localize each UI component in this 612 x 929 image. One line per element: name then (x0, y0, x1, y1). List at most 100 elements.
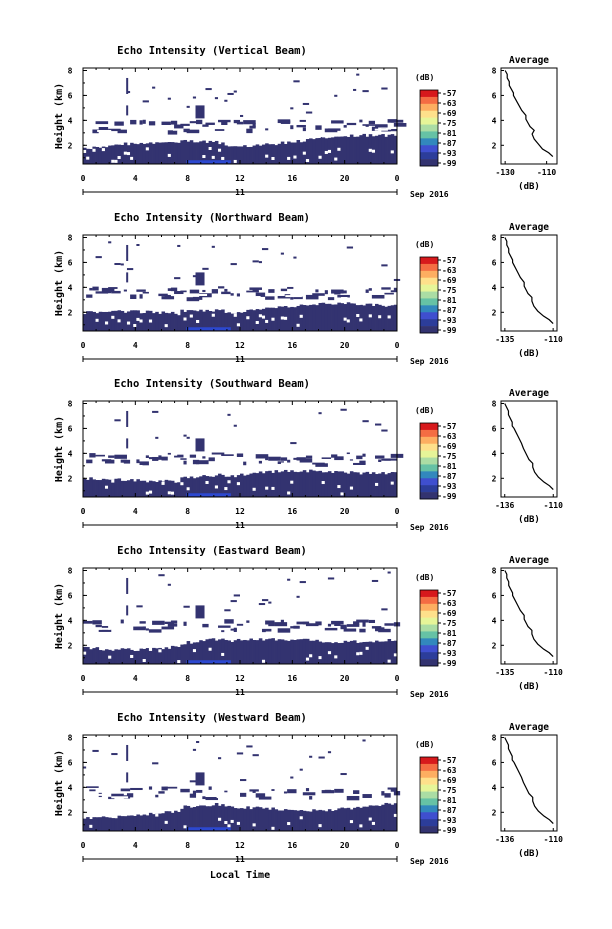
echo-cell (384, 802, 388, 831)
echo-cell (290, 809, 294, 831)
echo-gap (337, 485, 344, 489)
echo-cell (145, 648, 150, 664)
x-tick-label: 4 (133, 507, 138, 516)
echo-gap (271, 486, 278, 490)
echo-cell (230, 146, 235, 164)
echo-cell (180, 808, 184, 831)
colorbar-tick-label: -57 (442, 756, 457, 765)
colorbar-tick-label: -81 (442, 129, 457, 138)
profile-y-tick-label: 4 (492, 116, 497, 125)
echo-cell (89, 649, 93, 664)
echo-cell (192, 806, 197, 831)
echo-cell (158, 313, 162, 331)
y-tick-label: 2 (68, 808, 73, 817)
echo-cell (236, 638, 241, 664)
echo-layer-cell (95, 624, 102, 628)
echo-gap (180, 482, 184, 486)
colorbar-swatch (420, 257, 438, 265)
echo-cell (95, 313, 100, 331)
echo-gap (261, 315, 266, 319)
echo-cell (155, 648, 159, 664)
echo-layer-cell (353, 462, 366, 465)
panel-4: Echo Intensity (Eastward Beam)2468Height… (53, 545, 563, 699)
chart-title: Echo Intensity (Southward Beam) (114, 378, 310, 390)
echo-layer-cell (287, 459, 291, 464)
echo-layer-cell (192, 130, 200, 133)
echo-cell (120, 816, 125, 831)
echo-layer-cell (393, 287, 397, 292)
echo-cell (230, 806, 235, 831)
colorbar-swatch (420, 443, 438, 451)
echo-cell (246, 806, 250, 831)
echo-cell (324, 642, 329, 664)
echo-cell (302, 638, 307, 664)
echo-cell (258, 309, 263, 331)
echo-cell (321, 642, 326, 664)
x-tick-label: 12 (235, 507, 245, 516)
echo-layer-cell (236, 453, 244, 457)
x-tick-label: 0 (395, 174, 400, 183)
echo-layer-cell (343, 295, 347, 297)
colorbar-swatch (420, 652, 438, 660)
echo-cell (148, 812, 153, 831)
echo-cell (86, 311, 90, 331)
colorbar-tick-label: -57 (442, 89, 457, 98)
echo-cell (218, 310, 222, 331)
colorbar-unit: (dB) (415, 73, 434, 82)
echo-gap (183, 825, 187, 829)
echo-layer-cell (130, 294, 137, 300)
echo-gap (255, 296, 261, 299)
echo-layer-cell (309, 796, 313, 800)
echo-cell (218, 639, 222, 664)
echo-layer-cell (130, 119, 137, 125)
echo-cell (305, 638, 310, 664)
echo-layer-cell (362, 124, 376, 126)
echo-cell (180, 309, 184, 331)
echo-layer-cell (167, 130, 178, 135)
echo-gap (208, 647, 212, 651)
echo-layer-cell (334, 291, 341, 295)
echo-layer-cell (265, 128, 269, 131)
echo-column (126, 577, 129, 594)
echo-cell (265, 143, 269, 164)
echo-layer-cell (243, 120, 256, 125)
echo-cell (384, 474, 388, 497)
profile-title: Average (509, 388, 549, 399)
colorbar: (dB) -57-63-69-75-81-87-93-99 (415, 740, 457, 835)
echo-cell (186, 805, 191, 831)
echo-cell (293, 471, 297, 497)
colorbar-swatch (420, 645, 438, 653)
echo-speckle (258, 603, 266, 606)
echo-layer-cell (315, 621, 322, 626)
echo-speckle (318, 412, 322, 415)
colorbar-tick-label: -87 (442, 139, 457, 148)
echo-cell (353, 807, 357, 831)
echo-cell (120, 648, 125, 664)
colorbar-swatch (420, 805, 438, 813)
colorbar-tick-label: -87 (442, 806, 457, 815)
echo-column (126, 105, 129, 116)
echo-cell (255, 806, 260, 831)
echo-cell (230, 313, 235, 331)
colorbar-swatch (420, 270, 438, 279)
echo-gap (117, 635, 124, 638)
echo-cell (390, 641, 395, 664)
colorbar-swatch (420, 617, 438, 625)
echo-layer-cell (368, 120, 376, 125)
echo-cell (196, 806, 200, 831)
profile-title: Average (509, 222, 549, 233)
echo-cell (277, 306, 282, 331)
echo-gap (387, 315, 394, 319)
echo-speckle (299, 768, 303, 771)
echo-layer-cell (268, 289, 275, 293)
echo-cell (161, 142, 166, 164)
echo-cell (246, 147, 250, 164)
echo-cell (86, 817, 90, 831)
echo-layer-cell (321, 457, 332, 459)
echo-cell (227, 476, 231, 497)
echo-layer-cell (170, 120, 178, 125)
echo-cell (349, 303, 354, 331)
echo-cell (114, 310, 118, 331)
echo-layer-cell (327, 297, 335, 301)
echo-cell (249, 473, 253, 497)
